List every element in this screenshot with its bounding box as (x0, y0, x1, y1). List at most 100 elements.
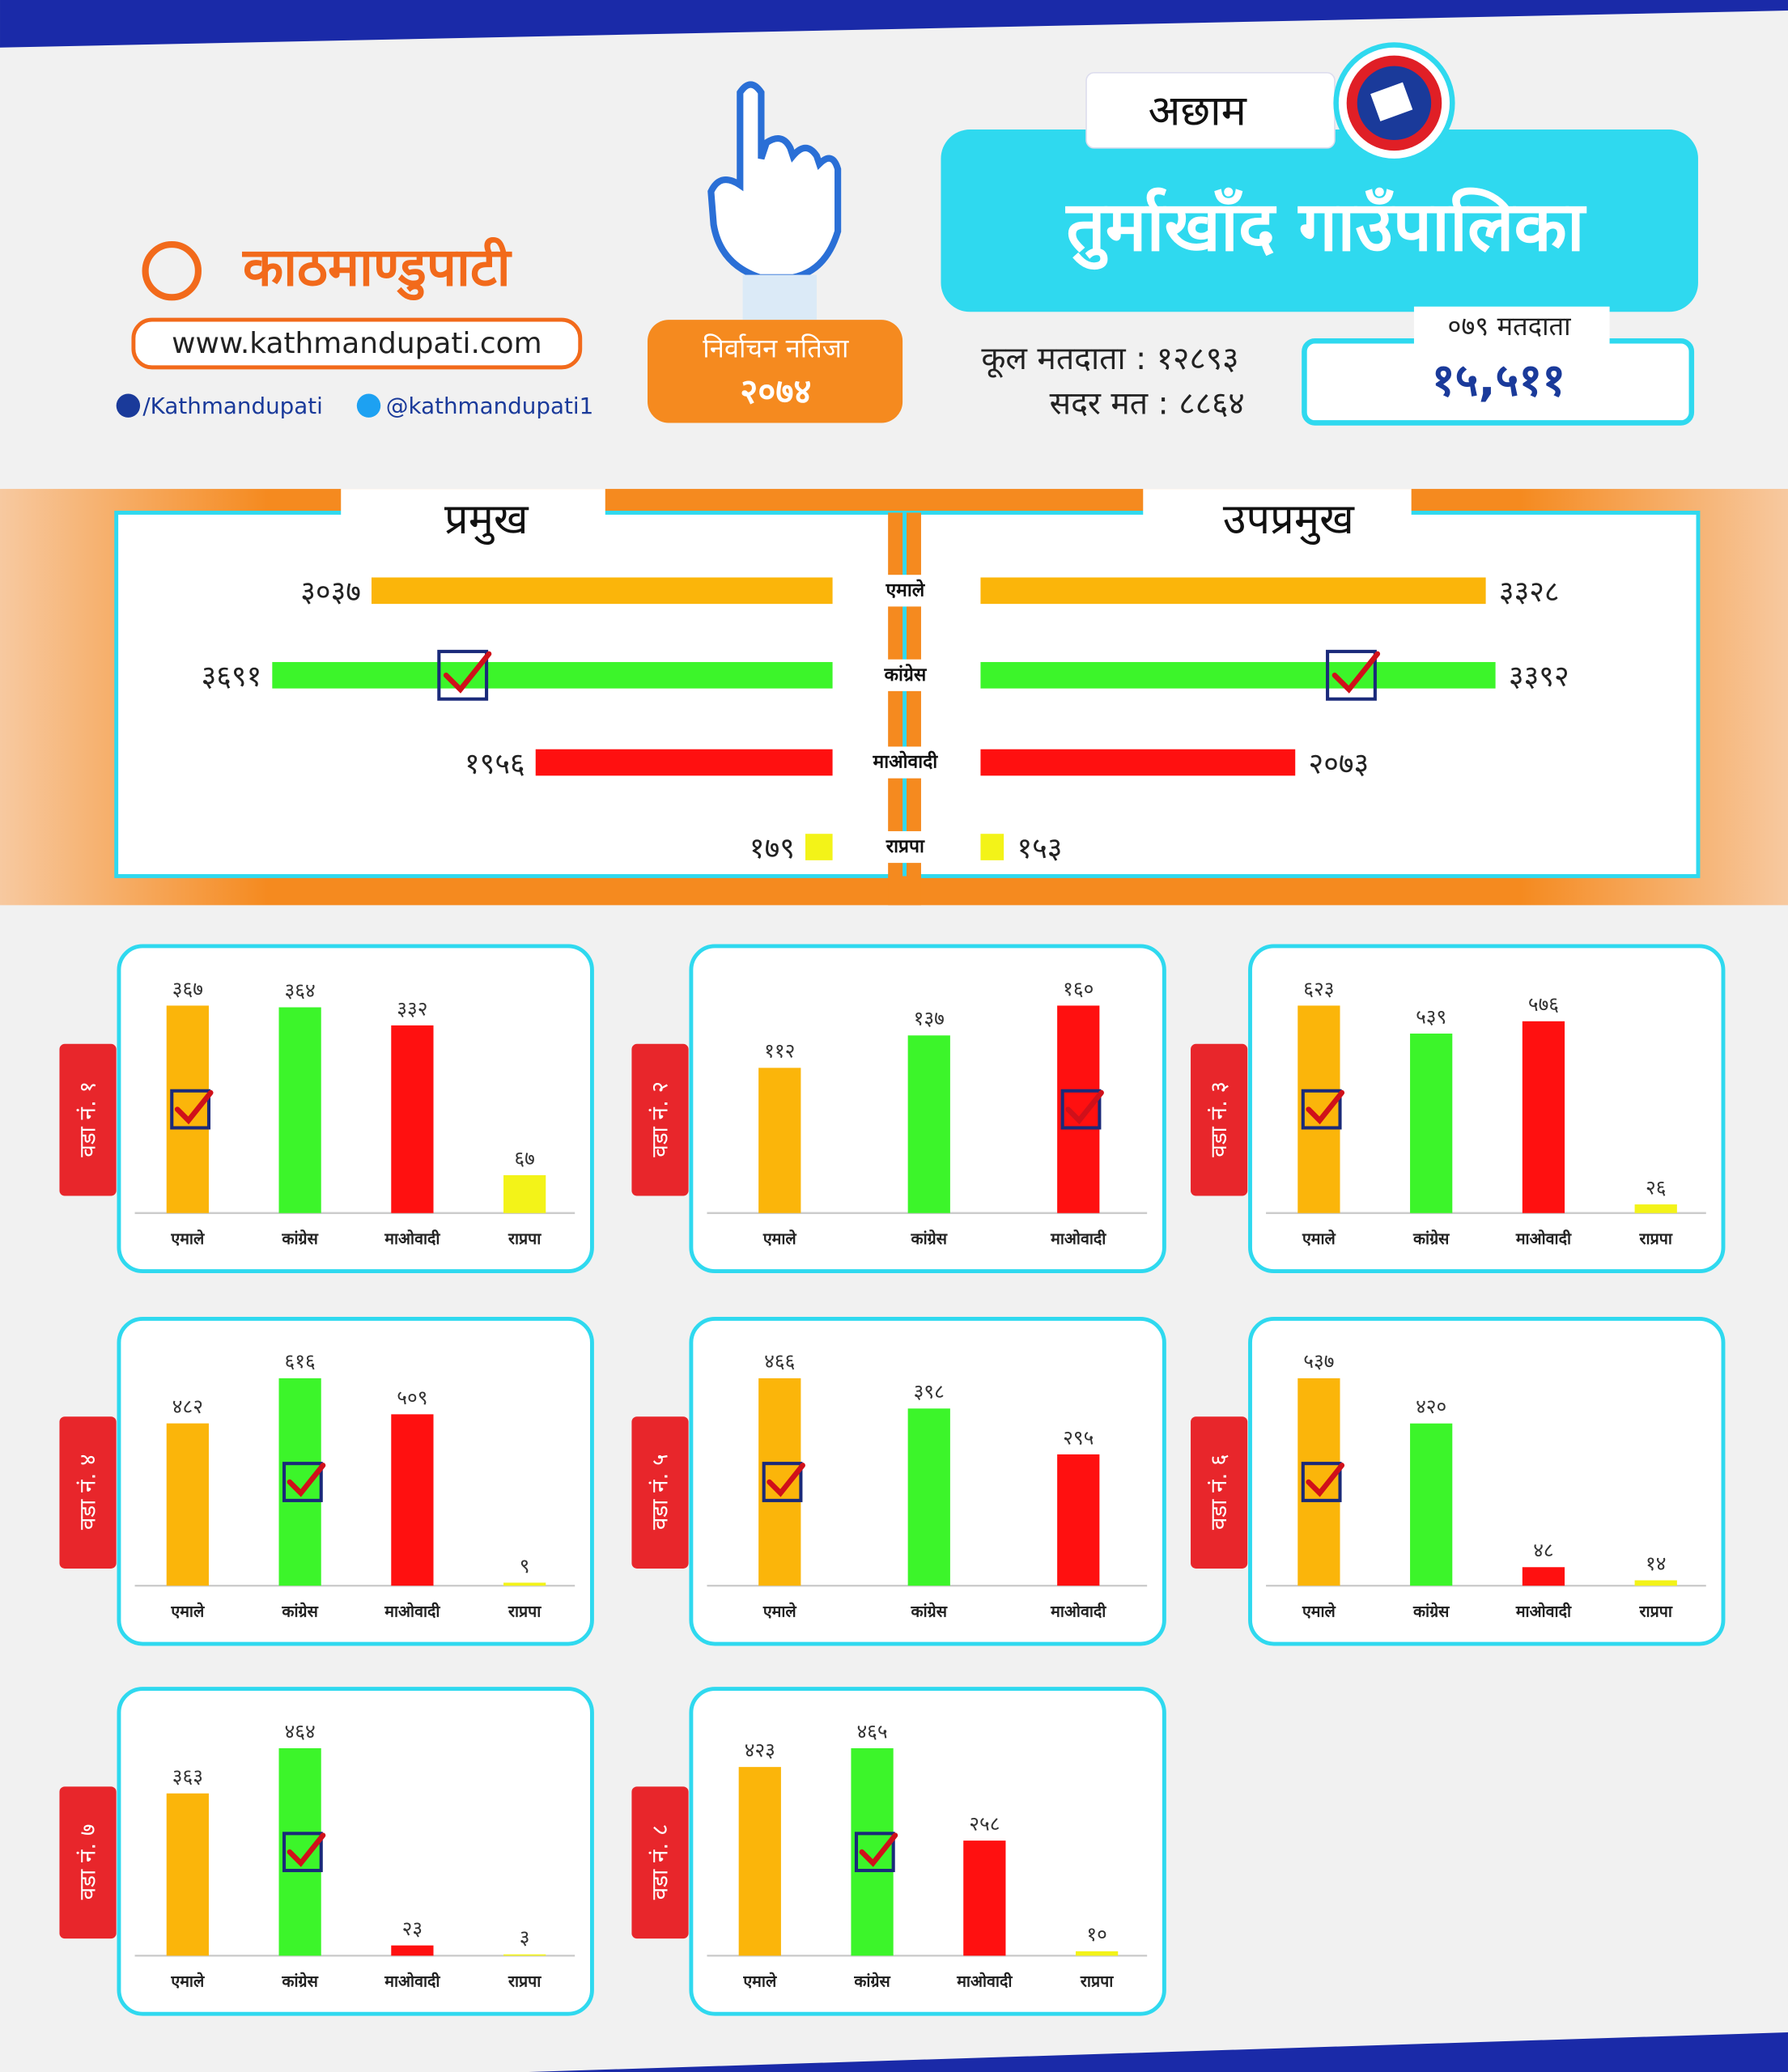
category-label: राप्रपा (1639, 1602, 1673, 1620)
bar (1522, 1567, 1565, 1586)
bar (1297, 1005, 1340, 1213)
category-label: माओवादी (384, 1229, 440, 1248)
value-label: ३ (520, 1926, 530, 1949)
bar (805, 834, 833, 860)
website-box (131, 317, 583, 370)
check-box (437, 649, 489, 701)
value-label: १५३ (1017, 832, 1062, 865)
value-label: ५३९ (1416, 1004, 1446, 1028)
bar (166, 1423, 209, 1586)
bar (1634, 1204, 1677, 1213)
category-label: राप्रपा (508, 1972, 541, 1990)
voters-079-tab (1413, 306, 1610, 346)
check-box (1301, 1462, 1342, 1502)
bar (1634, 1580, 1677, 1586)
value-label: ४२३ (745, 1739, 775, 1762)
bar (278, 1378, 321, 1586)
category-label: राप्रपा (508, 1229, 541, 1248)
check-mark (1306, 1463, 1345, 1497)
total-voters: कूल मतदाता : १२८९३ (981, 341, 1238, 378)
value-label: ३६९१ (202, 660, 262, 694)
category-label: एमाले (886, 579, 926, 601)
facebook: /Kathmandupati (142, 393, 323, 419)
category-label: कांग्रेस (853, 1972, 890, 1990)
bar (535, 749, 833, 776)
ward-title: वडा नं. ५ (646, 1454, 673, 1530)
ward-card (689, 1687, 1166, 2016)
bar (166, 1793, 209, 1956)
bar (1410, 1423, 1453, 1586)
valid-votes: सदर मत : ८८६४ (1050, 386, 1245, 422)
category-label: एमाले (762, 1602, 797, 1620)
bar (738, 1767, 781, 1956)
ward-card (117, 944, 594, 1274)
value-label: ४८२ (172, 1395, 203, 1418)
check-box (854, 1832, 895, 1873)
badge-title: निर्वाचन नतिजा (703, 333, 849, 364)
check-box (282, 1462, 323, 1502)
twitter-icon (356, 393, 381, 418)
value-label: ११२ (764, 1039, 795, 1063)
value-label: २०७३ (1309, 747, 1370, 780)
bar (1057, 1005, 1100, 1213)
ward-title: वडा नं. ७ (74, 1824, 100, 1900)
bar (980, 749, 1296, 776)
value-label: ३६३ (172, 1764, 203, 1788)
value-label: २६ (1646, 1175, 1666, 1199)
value-label: ३०३७ (300, 575, 361, 609)
bar (503, 1174, 546, 1213)
category-label: एमाले (1302, 1229, 1336, 1248)
category-label: राप्रपा (886, 836, 925, 857)
bar (1297, 1378, 1340, 1586)
bar (907, 1408, 950, 1586)
category-label: एमाले (742, 1972, 777, 1990)
municipality: तुर्माखाँद गाउँपालिका (1064, 187, 1586, 270)
category-label: एमाले (170, 1229, 205, 1248)
ward-card (1248, 944, 1726, 1274)
bar (272, 661, 833, 689)
check-box (1301, 1089, 1342, 1130)
value-label: २९५ (1063, 1425, 1094, 1449)
check-mark (287, 1463, 326, 1497)
category-label: कांग्रेस (911, 1229, 948, 1248)
value-label: ५३७ (1303, 1349, 1334, 1373)
category-label: कांग्रेस (1412, 1602, 1450, 1620)
ward-title: वडा नं. २ (646, 1081, 673, 1157)
value-label: २५८ (969, 1812, 1000, 1836)
ward-title: वडा नं. ४ (74, 1454, 100, 1530)
check-box (282, 1832, 323, 1873)
ward-tab (631, 1043, 689, 1196)
check-mark (287, 1832, 326, 1867)
brand-logo (142, 240, 202, 301)
ward-tab (59, 1043, 117, 1196)
bar (963, 1841, 1006, 1956)
value-label: ६७ (514, 1146, 534, 1170)
district: अछाम (1149, 87, 1247, 135)
ward-card (117, 1687, 594, 2016)
bar (278, 1007, 321, 1213)
value-label: १० (1086, 1922, 1106, 1946)
website: www.kathmandupati.com (172, 327, 541, 360)
category-label: माओवादी (1515, 1602, 1572, 1620)
bar (503, 1582, 546, 1586)
municipality-box (941, 130, 1698, 312)
category-label: एमाले (170, 1602, 205, 1620)
value-label: १३७ (914, 1007, 945, 1030)
hand-sleeve (742, 274, 817, 321)
voters-079: १५,५११ (1432, 355, 1565, 407)
series-name: उपप्रमुख (1223, 495, 1355, 545)
value-label: ९ (520, 1554, 530, 1577)
bar (758, 1378, 801, 1586)
check-mark (767, 1463, 805, 1497)
category-label: कांग्रेस (281, 1229, 318, 1248)
category-label: माओवादी (956, 1972, 1013, 1990)
category-label: कांग्रेस (883, 664, 927, 686)
category-label: एमाले (762, 1229, 797, 1248)
check-mark (174, 1089, 214, 1125)
value-label: ४८ (1533, 1539, 1553, 1562)
bar (166, 1005, 209, 1213)
value-label: ४६५ (856, 1719, 887, 1743)
series-name: प्रमुख (444, 495, 529, 545)
category-label: कांग्रेस (911, 1602, 948, 1620)
